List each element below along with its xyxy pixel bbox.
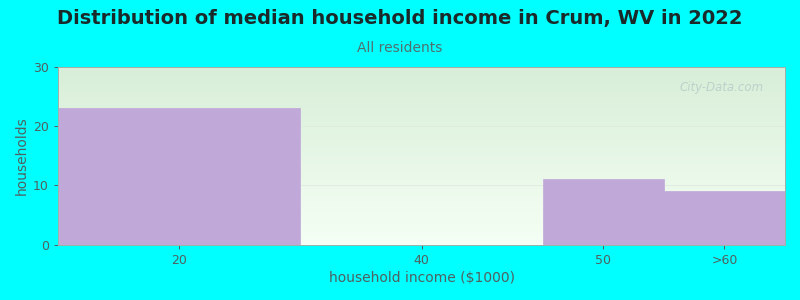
- Bar: [664, 191, 785, 245]
- Text: City-Data.com: City-Data.com: [679, 81, 763, 94]
- Bar: [58, 108, 300, 245]
- Text: Distribution of median household income in Crum, WV in 2022: Distribution of median household income …: [58, 9, 742, 28]
- Y-axis label: households: households: [15, 116, 29, 195]
- Text: All residents: All residents: [358, 40, 442, 55]
- Bar: [542, 179, 664, 245]
- X-axis label: household income ($1000): household income ($1000): [329, 271, 514, 285]
